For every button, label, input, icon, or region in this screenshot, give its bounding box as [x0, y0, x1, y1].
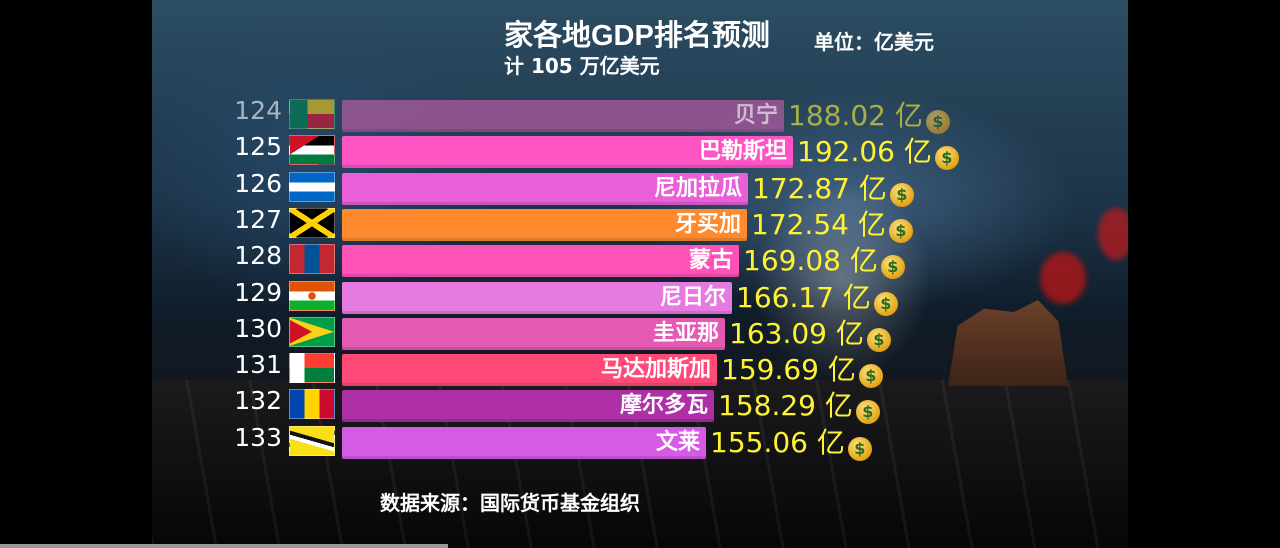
money-bag-icon: $ [880, 255, 905, 280]
money-bag-icon: $ [858, 364, 883, 389]
value-label: 155.06 亿 $ [710, 425, 872, 461]
rank-label: 125 [234, 132, 282, 162]
country-label: 摩尔多瓦 [619, 393, 708, 419]
value-number: 155.06 亿 [710, 425, 845, 459]
rank-label: 127 [234, 204, 282, 234]
money-bag-icon: $ [855, 400, 880, 425]
bar [342, 317, 725, 350]
bar [342, 390, 714, 423]
value-label: 172.87 亿 $ [752, 171, 914, 207]
guyana-flag-icon [289, 316, 335, 347]
bar [342, 136, 793, 169]
rank-label: 131 [234, 350, 282, 380]
money-bag-icon: $ [873, 291, 898, 316]
money-bag-icon: $ [888, 218, 913, 243]
country-label: 尼日尔 [659, 284, 726, 310]
money-bag-icon: $ [925, 110, 950, 134]
nicaragua-flag-icon [289, 171, 335, 202]
madagascar-flag-icon [289, 353, 335, 384]
rank-label: 128 [234, 241, 282, 271]
chart-subtitle: 计 105 万亿美元 [504, 54, 660, 78]
rank-label: 129 [234, 277, 282, 307]
video-progress-bar[interactable] [0, 544, 448, 548]
value-number: 172.87 亿 [752, 171, 887, 205]
rock-formation-background [948, 300, 1068, 386]
bar [342, 281, 732, 314]
palestine-flag-icon [289, 135, 335, 166]
bar [342, 208, 747, 241]
money-bag-icon: $ [934, 146, 959, 171]
video-frame: 家各地GDP排名预测 计 105 万亿美元 单位：亿美元 124 贝宁 188.02… [152, 0, 1128, 548]
country-label: 文莱 [655, 429, 700, 455]
bokeh-light [1040, 252, 1086, 304]
mist-background [752, 180, 932, 380]
money-bag-icon: $ [866, 327, 891, 352]
value-label: 163.09 亿 $ [729, 316, 891, 352]
value-label: 169.08 亿 $ [743, 244, 905, 280]
value-number: 188.02 亿 [788, 99, 923, 132]
value-number: 163.09 亿 [729, 316, 864, 350]
country-label: 巴勒斯坦 [698, 139, 787, 165]
country-label: 马达加斯加 [600, 357, 711, 383]
value-label: 158.29 亿 $ [718, 389, 880, 425]
country-label: 蒙古 [688, 248, 733, 274]
country-label: 贝宁 [733, 103, 778, 128]
rank-label: 126 [234, 168, 282, 198]
country-label: 尼加拉瓜 [653, 175, 742, 201]
money-bag-icon: $ [847, 436, 872, 461]
benin-flag-icon [289, 99, 335, 129]
data-source: 数据来源：国际货币基金组织 [380, 491, 640, 515]
value-label: 188.02 亿 $ [788, 99, 950, 134]
brunei-flag-icon [289, 425, 335, 456]
value-number: 169.08 亿 [743, 244, 878, 278]
country-label: 圭亚那 [652, 320, 719, 346]
value-number: 166.17 亿 [736, 280, 871, 314]
money-bag-icon: $ [889, 182, 914, 207]
value-number: 159.69 亿 [721, 353, 856, 387]
rank-label: 133 [234, 422, 282, 452]
bokeh-light [1098, 208, 1128, 260]
chart-title: 家各地GDP排名预测 [504, 20, 770, 52]
value-label: 192.06 亿 $ [797, 135, 959, 171]
value-label: 172.54 亿 $ [751, 207, 913, 243]
niger-flag-icon [289, 280, 335, 311]
value-label: 159.69 亿 $ [721, 353, 883, 389]
rank-label: 132 [234, 386, 282, 416]
value-label: 166.17 亿 $ [736, 280, 898, 316]
bar [342, 172, 748, 205]
unit-label: 单位：亿美元 [814, 30, 934, 54]
bar [342, 100, 784, 132]
bar [342, 426, 706, 459]
jamaica-flag-icon [289, 207, 335, 238]
value-number: 192.06 亿 [797, 135, 932, 169]
country-label: 牙买加 [674, 211, 741, 237]
mongolia-flag-icon [289, 244, 335, 275]
value-number: 158.29 亿 [718, 389, 853, 423]
bar [342, 354, 717, 387]
bar [342, 245, 739, 278]
moldova-flag-icon [289, 389, 335, 420]
rank-label: 130 [234, 313, 282, 343]
value-number: 172.54 亿 [751, 207, 886, 241]
rank-label: 124 [234, 96, 282, 125]
